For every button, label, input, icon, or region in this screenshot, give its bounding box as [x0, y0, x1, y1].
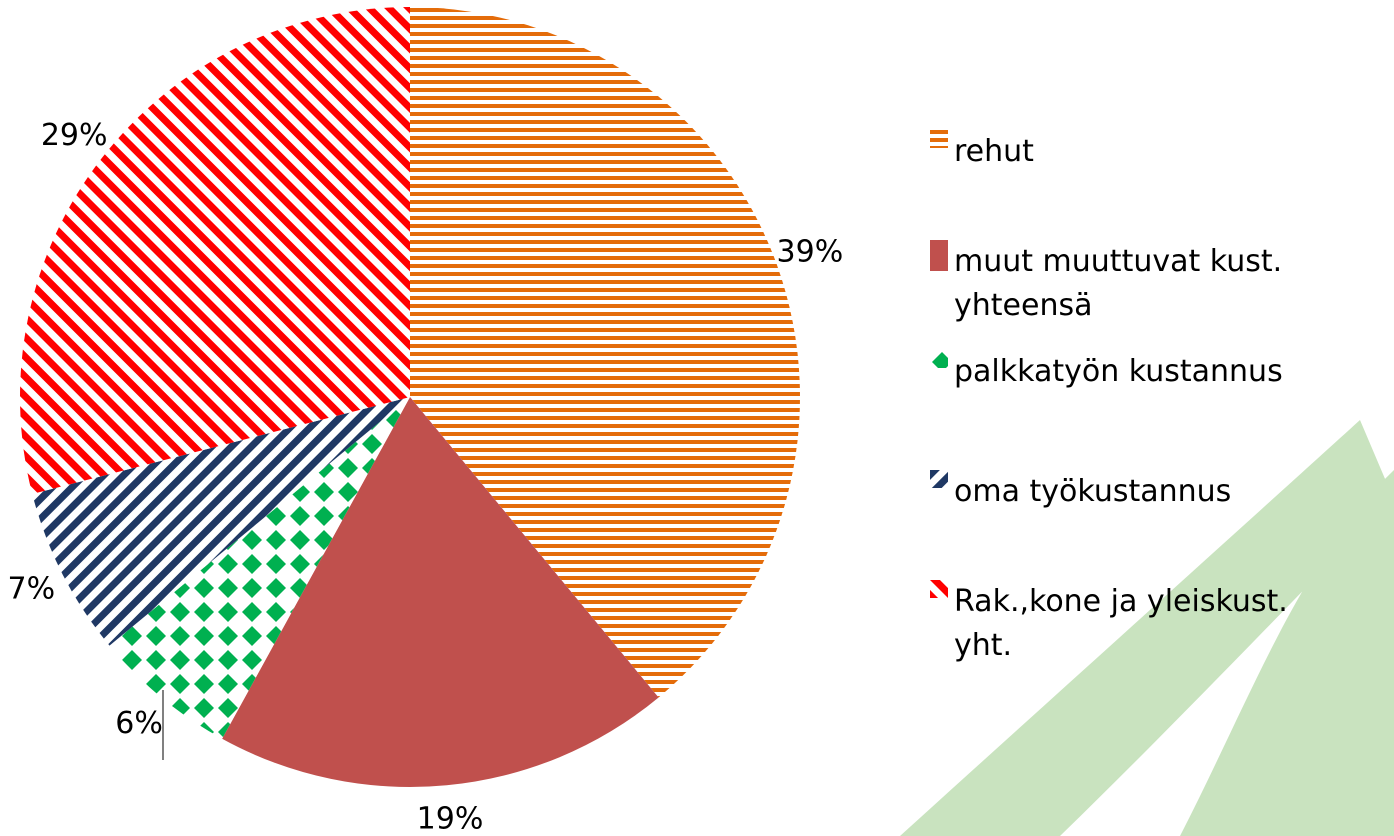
- pie-slice: [410, 7, 800, 698]
- pie-slice: [19, 7, 411, 494]
- legend-label: oma työkustannus: [954, 474, 1232, 509]
- legend-label: Rak.,kone ja yleiskust. yht.: [954, 584, 1288, 663]
- data-label: 39%: [777, 235, 844, 270]
- legend-item: muut muuttuvat kust. yhteensä: [930, 240, 1354, 328]
- legend-swatch: [930, 240, 948, 271]
- legend-swatch: [930, 580, 948, 611]
- background-swoosh: [900, 420, 1394, 836]
- legend-swatch: [930, 470, 948, 501]
- legend-item: rehut: [930, 130, 1354, 174]
- legend-label: muut muuttuvat kust. yhteensä: [954, 244, 1283, 323]
- data-label: 7%: [8, 571, 56, 606]
- pie-slice: [222, 397, 659, 787]
- legend-label: palkkatyön kustannus: [954, 354, 1283, 389]
- data-label: 6%: [115, 706, 163, 741]
- data-label: 29%: [41, 118, 108, 153]
- legend-item: Rak.,kone ja yleiskust. yht.: [930, 580, 1354, 668]
- legend-swatch: [930, 130, 948, 161]
- legend-swatch: [930, 350, 948, 381]
- legend-item: palkkatyön kustannus: [930, 350, 1354, 394]
- legend-label: rehut: [954, 134, 1034, 169]
- pie-slice: [109, 397, 411, 739]
- pie-slice: [32, 397, 411, 646]
- data-label: 19%: [417, 802, 484, 836]
- legend-item: oma työkustannus: [930, 470, 1354, 514]
